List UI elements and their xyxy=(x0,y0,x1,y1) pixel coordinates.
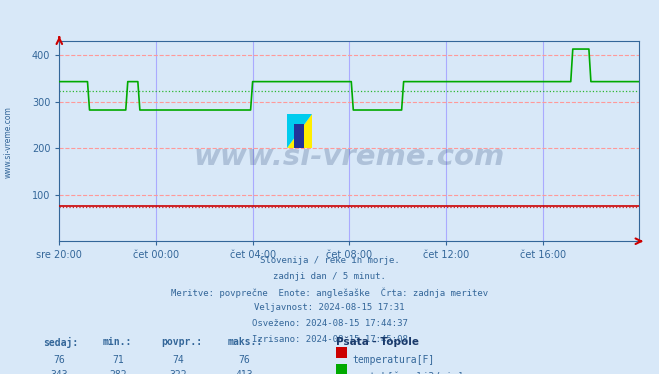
Text: Meritve: povprečne  Enote: anglešaške  Črta: zadnja meritev: Meritve: povprečne Enote: anglešaške Črt… xyxy=(171,288,488,298)
Text: povpr.:: povpr.: xyxy=(161,337,202,347)
Text: Slovenija / reke in morje.: Slovenija / reke in morje. xyxy=(260,256,399,265)
Text: Veljavnost: 2024-08-15 17:31: Veljavnost: 2024-08-15 17:31 xyxy=(254,303,405,312)
Text: pretok[čevelj3/min]: pretok[čevelj3/min] xyxy=(353,371,464,374)
Polygon shape xyxy=(287,114,312,148)
Text: maks.:: maks.: xyxy=(227,337,262,347)
Text: 76: 76 xyxy=(238,355,250,365)
Polygon shape xyxy=(294,124,304,148)
Text: temperatura[F]: temperatura[F] xyxy=(353,355,435,365)
Text: 71: 71 xyxy=(113,355,125,365)
Text: sedaj:: sedaj: xyxy=(43,337,78,347)
Text: 413: 413 xyxy=(235,370,252,374)
Text: zadnji dan / 5 minut.: zadnji dan / 5 minut. xyxy=(273,272,386,281)
Text: Pšata - Topole: Pšata - Topole xyxy=(336,337,419,347)
Text: Izrisano: 2024-08-15 17:45:08: Izrisano: 2024-08-15 17:45:08 xyxy=(252,335,407,344)
Text: 282: 282 xyxy=(110,370,127,374)
Text: 74: 74 xyxy=(172,355,184,365)
Text: Osveženo: 2024-08-15 17:44:37: Osveženo: 2024-08-15 17:44:37 xyxy=(252,319,407,328)
Text: www.si-vreme.com: www.si-vreme.com xyxy=(3,106,13,178)
Text: min.:: min.: xyxy=(102,337,132,347)
Text: 343: 343 xyxy=(51,370,68,374)
Text: 322: 322 xyxy=(169,370,186,374)
Text: www.si-vreme.com: www.si-vreme.com xyxy=(194,143,505,171)
Polygon shape xyxy=(287,114,312,148)
Text: 76: 76 xyxy=(53,355,65,365)
